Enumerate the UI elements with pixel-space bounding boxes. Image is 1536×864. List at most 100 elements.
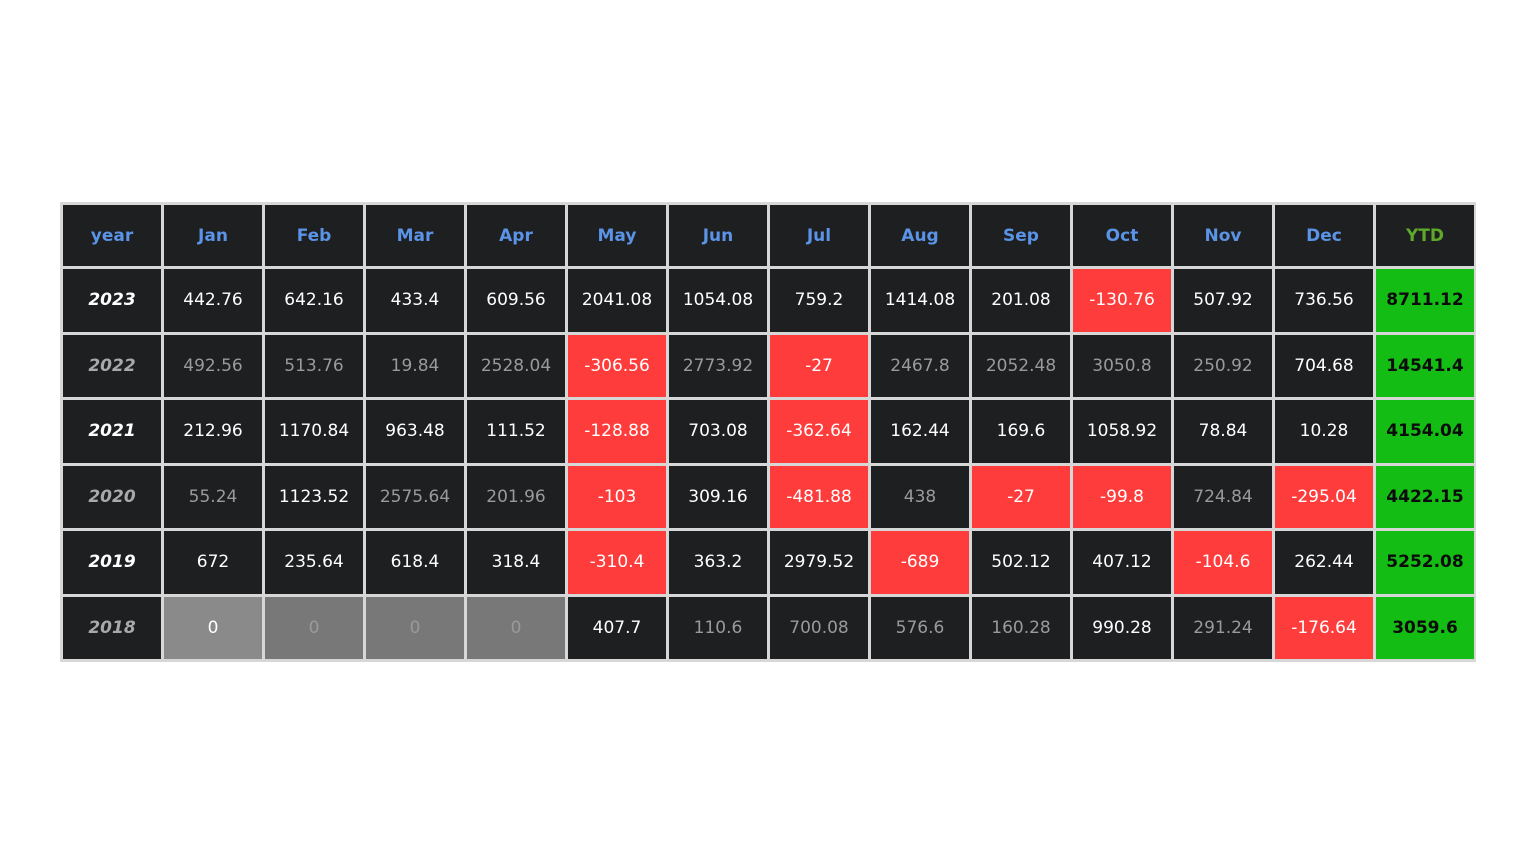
monthly-returns-table-wrap: year Jan Feb Mar Apr May Jun Jul Aug Sep Oct Nov Dec… [60,202,1476,662]
month-value-cell: -99.8 [1073,465,1171,528]
month-value-cell: -295.04 [1275,465,1373,528]
month-value-cell: 407.7 [568,596,666,659]
month-value-cell: -130.76 [1073,269,1171,332]
month-value-cell: 502.12 [972,531,1070,594]
month-value-cell: 703.08 [669,400,767,463]
month-value-cell: 2467.8 [871,334,969,397]
ytd-value-cell: 5252.08 [1376,531,1474,594]
column-header-nov: Nov [1174,205,1272,266]
ytd-value-cell: 4422.15 [1376,465,1474,528]
month-value-cell: 438 [871,465,969,528]
month-value-cell: 1170.84 [265,400,363,463]
column-header-ytd: YTD [1376,205,1474,266]
ytd-value-cell: 8711.12 [1376,269,1474,332]
month-value-cell: 169.6 [972,400,1070,463]
month-value-cell: 162.44 [871,400,969,463]
month-value-cell: -362.64 [770,400,868,463]
month-value-cell: 609.56 [467,269,565,332]
column-header-jun: Jun [669,205,767,266]
month-value-cell: -310.4 [568,531,666,594]
ytd-value-cell: 3059.6 [1376,596,1474,659]
month-value-cell: 318.4 [467,531,565,594]
month-value-cell: 2979.52 [770,531,868,594]
month-value-cell: 618.4 [366,531,464,594]
month-value-cell: -27 [972,465,1070,528]
year-cell: 2023 [63,269,161,332]
column-header-jan: Jan [164,205,262,266]
ytd-value-cell: 14541.4 [1376,334,1474,397]
year-cell: 2021 [63,400,161,463]
column-header-may: May [568,205,666,266]
month-value-cell: 212.96 [164,400,262,463]
month-value-cell: 1123.52 [265,465,363,528]
month-value-cell: 201.96 [467,465,565,528]
month-value-cell: 235.64 [265,531,363,594]
column-header-apr: Apr [467,205,565,266]
ytd-value-cell: 4154.04 [1376,400,1474,463]
month-value-cell: 759.2 [770,269,868,332]
month-value-cell: -481.88 [770,465,868,528]
table-body: 2023 442.76 642.16 433.4 609.56 2041.08 1054.0… [63,269,1474,659]
year-cell: 2019 [63,531,161,594]
month-value-cell: 1058.92 [1073,400,1171,463]
month-value-cell: 990.28 [1073,596,1171,659]
column-header-aug: Aug [871,205,969,266]
month-value-cell: 2528.04 [467,334,565,397]
month-value-cell: -689 [871,531,969,594]
table-row: 2018 0 0 0 0 407.7 110.6 700.08 576.6 160.28 990.2… [63,596,1474,659]
month-value-cell: -306.56 [568,334,666,397]
month-value-cell: 262.44 [1275,531,1373,594]
table-row: 2020 55.24 1123.52 2575.64 201.96 -103 309.16-… [63,465,1474,528]
column-header-year: year [63,205,161,266]
month-value-cell: 642.16 [265,269,363,332]
month-value-cell: 201.08 [972,269,1070,332]
month-value-cell: 2041.08 [568,269,666,332]
month-value-cell: 160.28 [972,596,1070,659]
month-value-cell: -103 [568,465,666,528]
month-value-cell: 700.08 [770,596,868,659]
month-value-cell: 1054.08 [669,269,767,332]
month-value-cell: 2052.48 [972,334,1070,397]
month-value-cell: 0 [265,596,363,659]
month-value-cell: 963.48 [366,400,464,463]
table-row: 2021 212.96 1170.84 963.48 111.52 -128.88 703.… [63,400,1474,463]
table-row: 2019 672 235.64 618.4 318.4 -310.4 363.2 2979.5… [63,531,1474,594]
column-header-mar: Mar [366,205,464,266]
month-value-cell: 2575.64 [366,465,464,528]
month-value-cell: 363.2 [669,531,767,594]
month-value-cell: -104.6 [1174,531,1272,594]
month-value-cell: 442.76 [164,269,262,332]
column-header-jul: Jul [770,205,868,266]
column-header-feb: Feb [265,205,363,266]
month-value-cell: 55.24 [164,465,262,528]
month-value-cell: 78.84 [1174,400,1272,463]
month-value-cell: 0 [366,596,464,659]
year-cell: 2018 [63,596,161,659]
month-value-cell: 1414.08 [871,269,969,332]
month-value-cell: 492.56 [164,334,262,397]
month-value-cell: 250.92 [1174,334,1272,397]
month-value-cell: 433.4 [366,269,464,332]
month-value-cell: 110.6 [669,596,767,659]
month-value-cell: 309.16 [669,465,767,528]
month-value-cell: 10.28 [1275,400,1373,463]
month-value-cell: 507.92 [1174,269,1272,332]
table-row: 2022 492.56 513.76 19.84 2528.04 -306.56 2773.… [63,334,1474,397]
header-row: year Jan Feb Mar Apr May Jun Jul Aug Sep Oct Nov Dec… [63,205,1474,266]
month-value-cell: -176.64 [1275,596,1373,659]
month-value-cell: 724.84 [1174,465,1272,528]
month-value-cell: 407.12 [1073,531,1171,594]
month-value-cell: -128.88 [568,400,666,463]
month-value-cell: 111.52 [467,400,565,463]
month-value-cell: 736.56 [1275,269,1373,332]
month-value-cell: 704.68 [1275,334,1373,397]
table-row: 2023 442.76 642.16 433.4 609.56 2041.08 1054.0… [63,269,1474,332]
month-value-cell: 3050.8 [1073,334,1171,397]
month-value-cell: 513.76 [265,334,363,397]
month-value-cell: 0 [164,596,262,659]
month-value-cell: -27 [770,334,868,397]
month-value-cell: 19.84 [366,334,464,397]
column-header-oct: Oct [1073,205,1171,266]
month-value-cell: 672 [164,531,262,594]
month-value-cell: 291.24 [1174,596,1272,659]
